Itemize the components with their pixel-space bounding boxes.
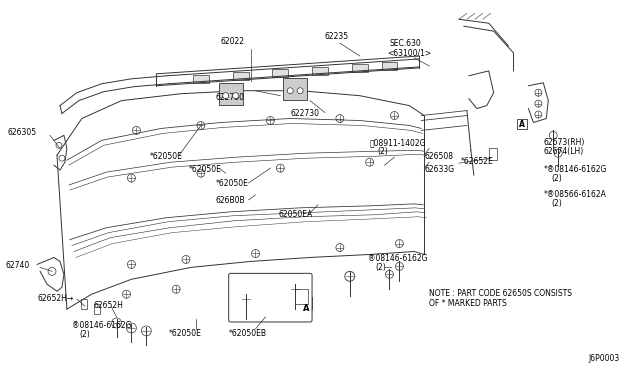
Circle shape bbox=[48, 267, 56, 275]
Circle shape bbox=[554, 149, 562, 157]
Circle shape bbox=[385, 270, 394, 278]
Circle shape bbox=[345, 271, 355, 281]
Circle shape bbox=[297, 88, 303, 94]
Text: 62652H→: 62652H→ bbox=[37, 294, 74, 303]
Circle shape bbox=[266, 116, 275, 125]
Text: 626B0B: 626B0B bbox=[216, 196, 245, 205]
Bar bbox=[93, 304, 100, 314]
Bar bbox=[81, 299, 87, 309]
Text: (2): (2) bbox=[551, 174, 562, 183]
Circle shape bbox=[390, 112, 399, 119]
Circle shape bbox=[172, 285, 180, 293]
Circle shape bbox=[276, 164, 284, 172]
Text: *62050E: *62050E bbox=[169, 329, 202, 338]
Text: *®08146-6162G: *®08146-6162G bbox=[543, 165, 607, 174]
Circle shape bbox=[396, 240, 403, 247]
Circle shape bbox=[396, 262, 403, 270]
FancyBboxPatch shape bbox=[300, 297, 312, 309]
Text: ⓝ08911-1402G: ⓝ08911-1402G bbox=[370, 138, 426, 147]
Text: A: A bbox=[518, 121, 524, 129]
Circle shape bbox=[287, 88, 293, 94]
Text: 62633G: 62633G bbox=[424, 165, 454, 174]
Text: OF * MARKED PARTS: OF * MARKED PARTS bbox=[429, 299, 507, 308]
Circle shape bbox=[336, 244, 344, 251]
Circle shape bbox=[535, 111, 542, 118]
Text: (2): (2) bbox=[378, 147, 388, 156]
Circle shape bbox=[290, 284, 300, 294]
Circle shape bbox=[141, 326, 151, 336]
Text: A: A bbox=[303, 304, 309, 312]
Circle shape bbox=[182, 256, 190, 263]
Bar bbox=[312, 67, 328, 75]
Text: 626508: 626508 bbox=[424, 152, 453, 161]
Circle shape bbox=[56, 142, 62, 148]
Circle shape bbox=[197, 122, 205, 129]
Text: 626305: 626305 bbox=[7, 128, 36, 137]
Text: 622730: 622730 bbox=[290, 109, 319, 118]
Text: <63100/1>: <63100/1> bbox=[387, 48, 431, 57]
Circle shape bbox=[336, 115, 344, 122]
Circle shape bbox=[365, 158, 374, 166]
FancyBboxPatch shape bbox=[516, 119, 527, 129]
Circle shape bbox=[132, 126, 140, 134]
Text: *®08566-6162A: *®08566-6162A bbox=[543, 190, 606, 199]
Circle shape bbox=[535, 100, 542, 107]
Circle shape bbox=[197, 169, 205, 177]
Text: 62652H: 62652H bbox=[93, 301, 124, 310]
Text: 62674(LH): 62674(LH) bbox=[543, 147, 584, 156]
Circle shape bbox=[59, 155, 65, 161]
Circle shape bbox=[549, 131, 557, 140]
Text: *62050E: *62050E bbox=[149, 152, 182, 161]
Text: ®08146-6162G: ®08146-6162G bbox=[72, 321, 131, 330]
Text: (2): (2) bbox=[551, 199, 562, 208]
Text: *62652E: *62652E bbox=[461, 157, 493, 166]
Text: 62740: 62740 bbox=[5, 262, 29, 270]
Bar bbox=[273, 69, 288, 77]
Text: ®08146-6162G: ®08146-6162G bbox=[367, 254, 427, 263]
Circle shape bbox=[127, 174, 136, 182]
Circle shape bbox=[223, 93, 228, 99]
Text: J6P0003: J6P0003 bbox=[588, 354, 620, 363]
Text: SEC.630: SEC.630 bbox=[390, 39, 421, 48]
Bar bbox=[193, 75, 209, 83]
Circle shape bbox=[122, 290, 131, 298]
Bar bbox=[381, 62, 397, 70]
Text: 62235: 62235 bbox=[325, 32, 349, 41]
Bar bbox=[284, 78, 307, 100]
FancyBboxPatch shape bbox=[228, 273, 312, 322]
Circle shape bbox=[252, 250, 259, 257]
Circle shape bbox=[127, 260, 136, 268]
Circle shape bbox=[535, 89, 542, 96]
Circle shape bbox=[111, 318, 122, 328]
Text: (2): (2) bbox=[376, 263, 387, 272]
Text: *62050EB: *62050EB bbox=[228, 329, 267, 338]
Circle shape bbox=[127, 323, 136, 333]
Bar bbox=[489, 148, 497, 160]
Circle shape bbox=[233, 93, 239, 99]
Bar bbox=[219, 83, 243, 105]
Text: (2): (2) bbox=[80, 330, 90, 339]
Text: 62050EA: 62050EA bbox=[278, 210, 312, 219]
Text: 622730: 622730 bbox=[216, 93, 244, 102]
Text: *62050E: *62050E bbox=[216, 179, 249, 188]
Text: 62673(RH): 62673(RH) bbox=[543, 138, 585, 147]
Text: *62050E: *62050E bbox=[189, 165, 222, 174]
Bar bbox=[352, 64, 367, 72]
Bar bbox=[233, 72, 248, 80]
Text: 62022: 62022 bbox=[221, 37, 244, 46]
Circle shape bbox=[241, 294, 250, 304]
Text: NOTE : PART CODE 62650S CONSISTS: NOTE : PART CODE 62650S CONSISTS bbox=[429, 289, 572, 298]
